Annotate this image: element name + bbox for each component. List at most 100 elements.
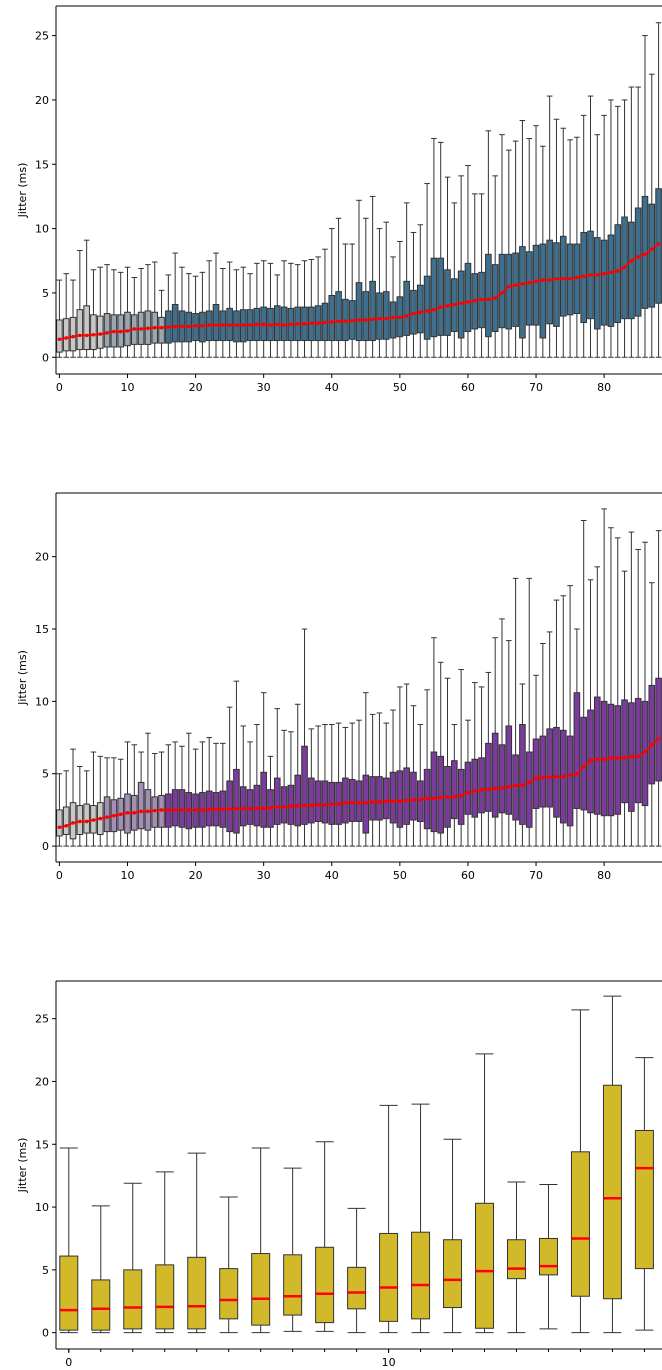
- box-body: [628, 221, 635, 320]
- box-25: [226, 706, 233, 847]
- box-49: [389, 709, 397, 847]
- box-48: [382, 221, 390, 358]
- box-21: [199, 271, 206, 358]
- box-52: [410, 705, 417, 847]
- median-marker: [554, 276, 559, 281]
- y-tick-label: 0: [42, 1327, 49, 1340]
- median-marker: [445, 304, 450, 308]
- box-body: [451, 760, 458, 820]
- box-14: [151, 261, 159, 358]
- box-81: [607, 99, 615, 358]
- box-65: [498, 618, 506, 847]
- box-body: [485, 253, 492, 338]
- median-marker: [91, 332, 96, 337]
- x-tick-label: 60: [461, 381, 475, 394]
- median-marker: [234, 806, 239, 811]
- median-marker: [643, 750, 647, 754]
- median-marker: [527, 780, 532, 785]
- median-marker: [377, 800, 382, 804]
- y-tick-label: 5: [42, 768, 49, 781]
- box-body: [83, 305, 90, 351]
- box-26: [233, 269, 240, 358]
- box-body: [444, 269, 451, 336]
- box-body: [103, 313, 111, 348]
- median-marker: [581, 274, 586, 279]
- x-tick-label: 10: [120, 869, 134, 882]
- box-body: [475, 1202, 495, 1329]
- box-body: [171, 304, 179, 343]
- box-body: [506, 1239, 526, 1280]
- median-marker: [588, 273, 593, 277]
- median-marker: [486, 297, 491, 302]
- median-marker: [615, 269, 620, 273]
- box-5: [219, 1196, 239, 1334]
- median-marker: [602, 271, 606, 276]
- median-marker: [452, 302, 457, 307]
- box-59: [457, 669, 465, 847]
- box-31: [267, 262, 274, 358]
- y-tick-label: 15: [35, 1138, 49, 1151]
- box-85: [634, 86, 642, 358]
- median-marker: [118, 329, 123, 334]
- median-marker: [479, 297, 484, 302]
- box-body: [621, 699, 628, 804]
- box-body: [62, 318, 70, 352]
- median-marker: [186, 324, 191, 329]
- box-body: [59, 1255, 79, 1331]
- median-marker: [520, 282, 525, 286]
- median-marker: [152, 808, 157, 813]
- box-67: [512, 577, 519, 847]
- median-marker: [166, 808, 171, 812]
- median-marker: [377, 316, 382, 321]
- median-marker: [227, 323, 232, 327]
- median-marker: [411, 797, 416, 802]
- box-body: [315, 1246, 335, 1324]
- box-5: [90, 751, 97, 847]
- box-79: [594, 134, 601, 358]
- box-42: [342, 243, 349, 358]
- median-marker: [609, 270, 613, 275]
- box-body: [573, 692, 581, 809]
- box-33: [280, 729, 288, 847]
- box-body: [56, 319, 63, 353]
- box-body: [600, 239, 608, 326]
- box-41: [335, 217, 342, 358]
- box-79: [594, 566, 601, 847]
- median-marker: [568, 276, 572, 281]
- box-6: [96, 755, 104, 847]
- box-1: [62, 273, 70, 358]
- box-body: [580, 716, 587, 811]
- median-marker: [159, 325, 164, 330]
- box-body: [280, 786, 288, 824]
- box-32: [273, 708, 281, 847]
- median-marker: [602, 757, 606, 762]
- box-45: [362, 692, 370, 847]
- median-marker: [98, 332, 103, 336]
- box-20: [192, 275, 199, 358]
- box-body: [559, 235, 567, 317]
- median-marker: [575, 771, 579, 776]
- median-marker: [547, 278, 552, 282]
- median-marker: [418, 310, 423, 315]
- box-body: [443, 1239, 463, 1309]
- box-11: [131, 744, 138, 847]
- median-marker: [323, 320, 327, 325]
- box-body: [347, 1266, 367, 1310]
- median-marker: [541, 775, 545, 780]
- box-body: [416, 284, 424, 334]
- box-34: [287, 731, 295, 847]
- median-marker: [534, 776, 538, 780]
- median-marker: [466, 300, 470, 304]
- median-marker: [649, 742, 654, 747]
- median-marker: [105, 815, 109, 819]
- y-tick-label: 5: [42, 287, 49, 300]
- box-1: [62, 770, 70, 847]
- box-body: [389, 301, 397, 339]
- box-86: [641, 541, 649, 847]
- box-18: [634, 1057, 654, 1331]
- box-body: [369, 776, 376, 821]
- median-marker: [64, 336, 69, 340]
- box-32: [273, 274, 281, 358]
- median-marker: [575, 275, 579, 280]
- box-9: [117, 758, 124, 847]
